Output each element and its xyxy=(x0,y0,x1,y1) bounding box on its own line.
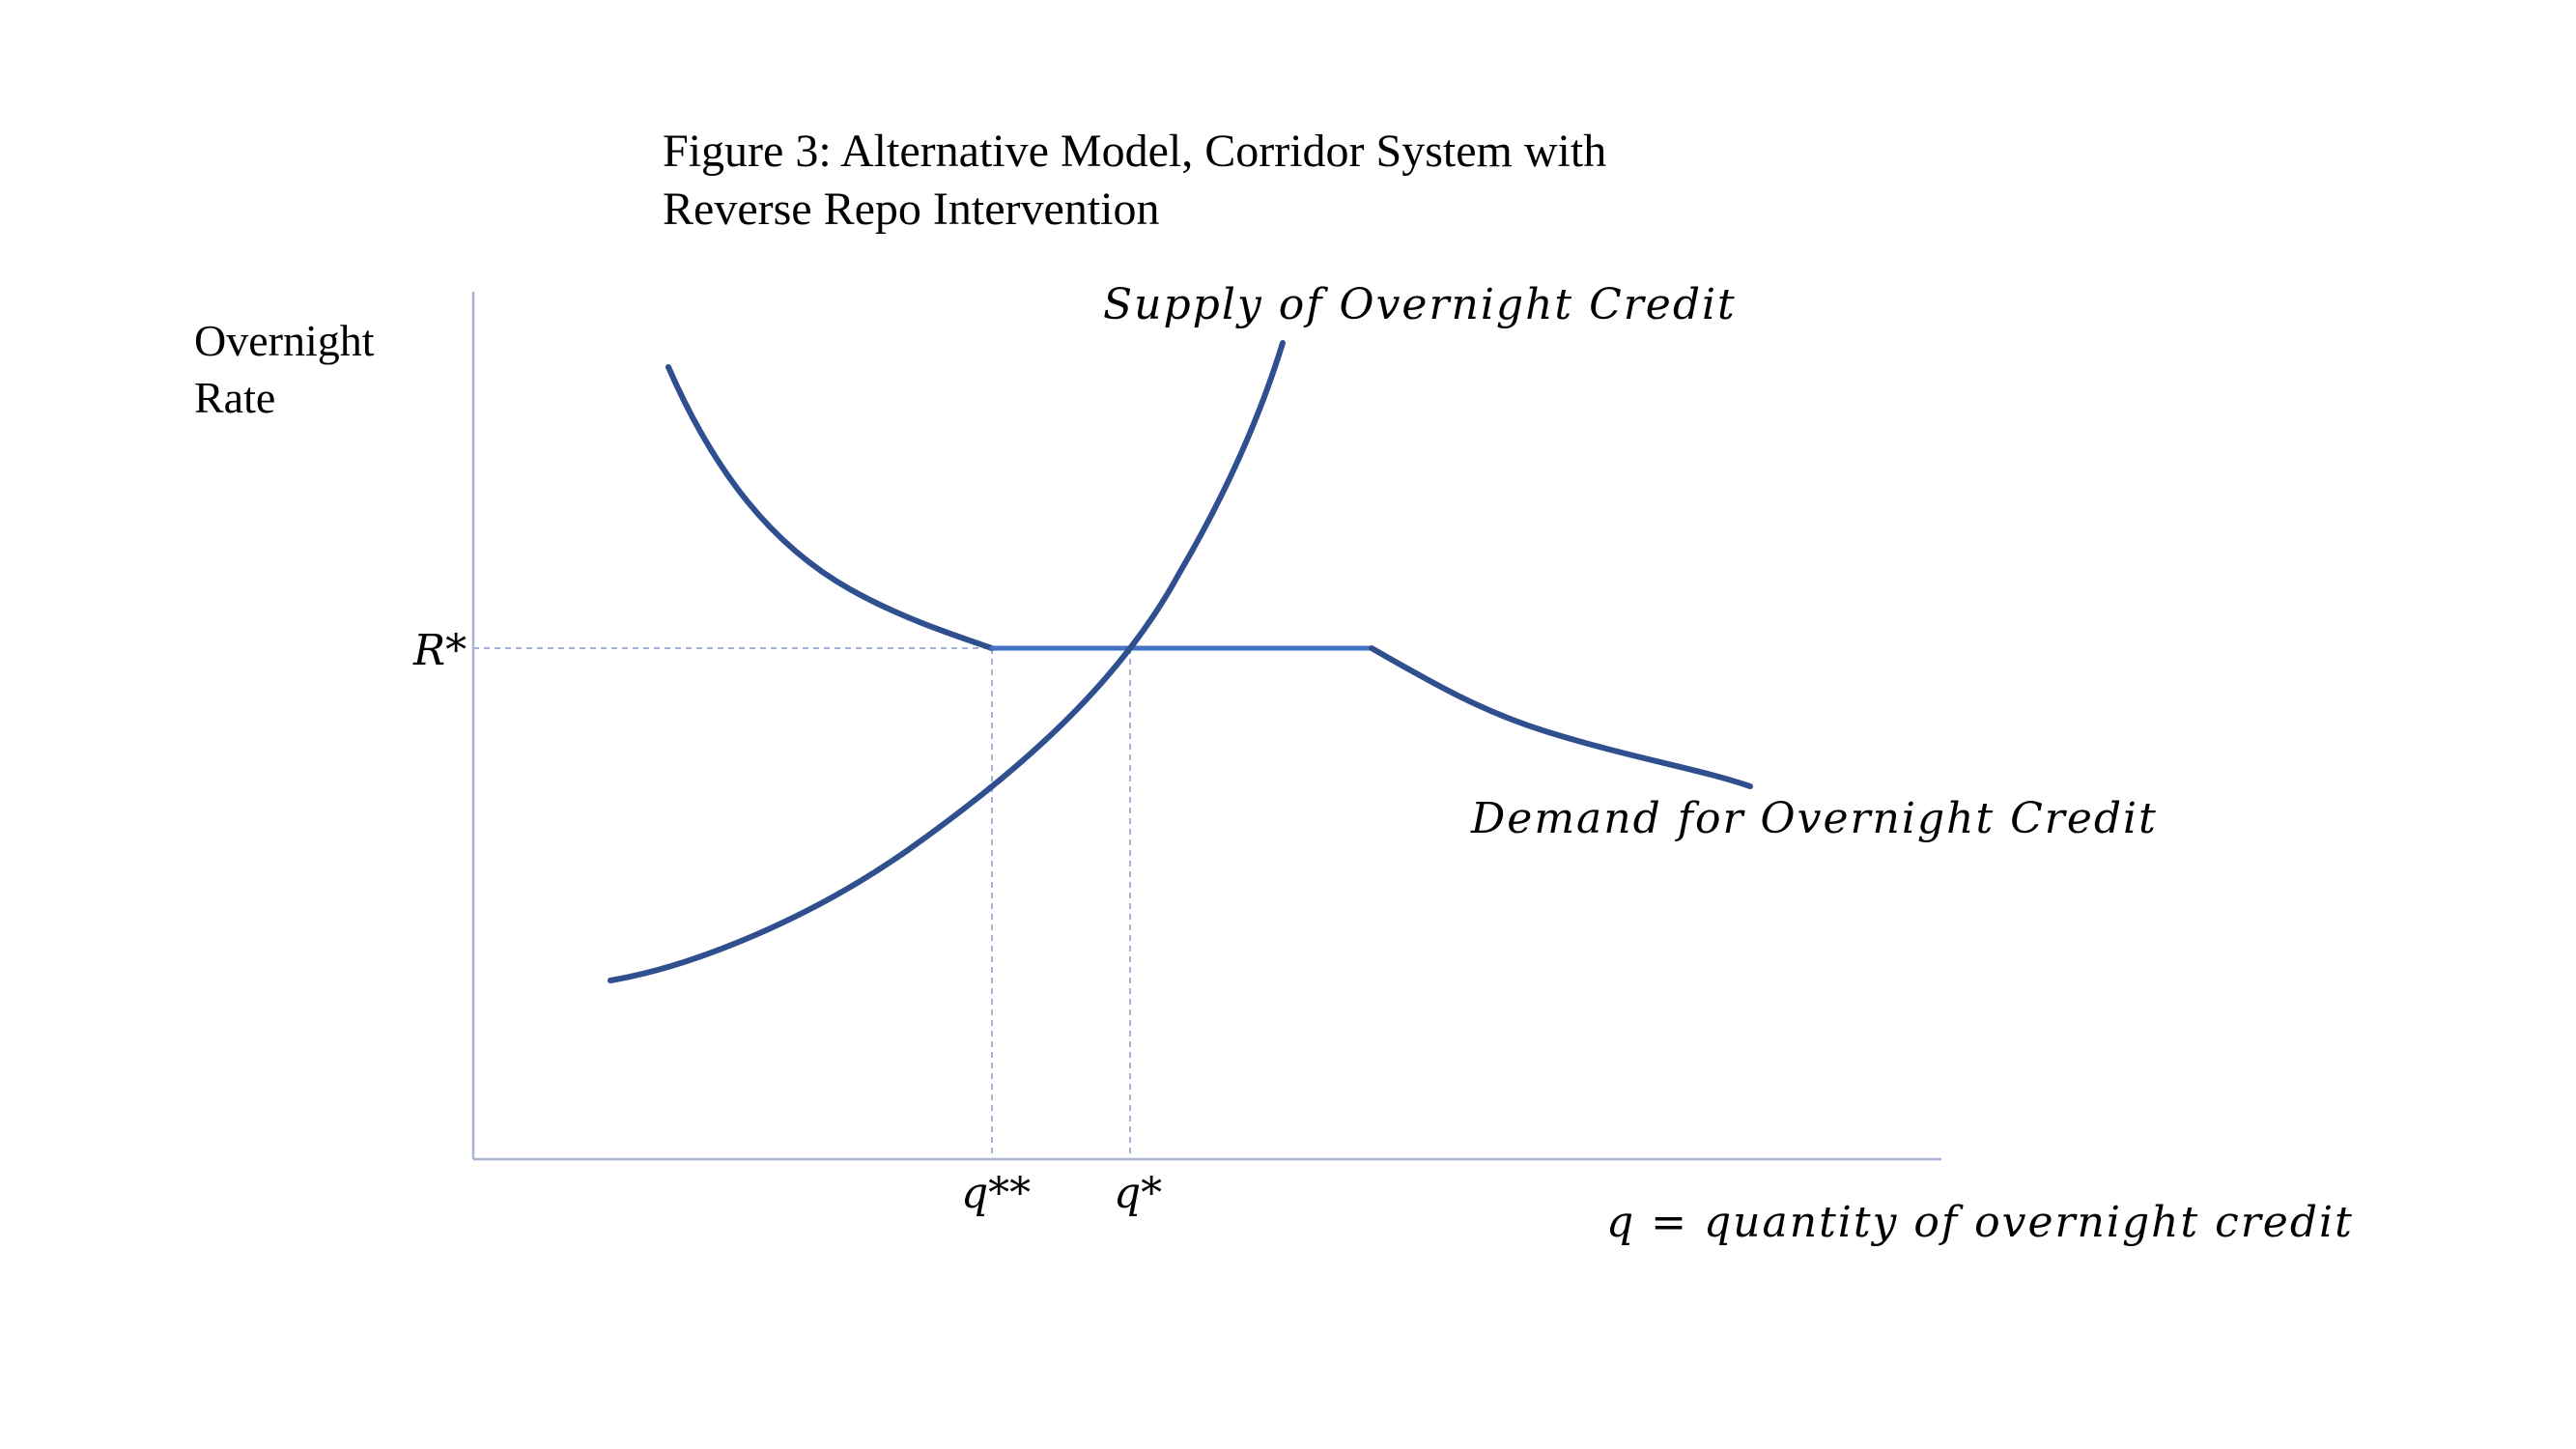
supply-curve-label: Supply of Overnight Credit xyxy=(1103,280,1737,329)
q-star-label: q* xyxy=(1114,1169,1162,1218)
demand-curve-upper xyxy=(665,364,995,651)
supply-curve xyxy=(608,340,1286,983)
r-star-label: R* xyxy=(412,626,467,675)
y-axis-label-line-1: Overnight xyxy=(194,316,375,365)
q-double-star-label: q** xyxy=(961,1169,1031,1218)
y-axis-label-line-2: Rate xyxy=(194,373,275,422)
figure-title-line-1: Figure 3: Alternative Model, Corridor Sy… xyxy=(663,126,1606,177)
figure-title-line-2: Reverse Repo Intervention xyxy=(663,184,1160,235)
demand-curve-lower xyxy=(1369,645,1753,789)
x-axis-label: q = quantity of overnight credit xyxy=(1606,1198,2354,1247)
demand-curve-label: Demand for Overnight Credit xyxy=(1470,794,2158,843)
